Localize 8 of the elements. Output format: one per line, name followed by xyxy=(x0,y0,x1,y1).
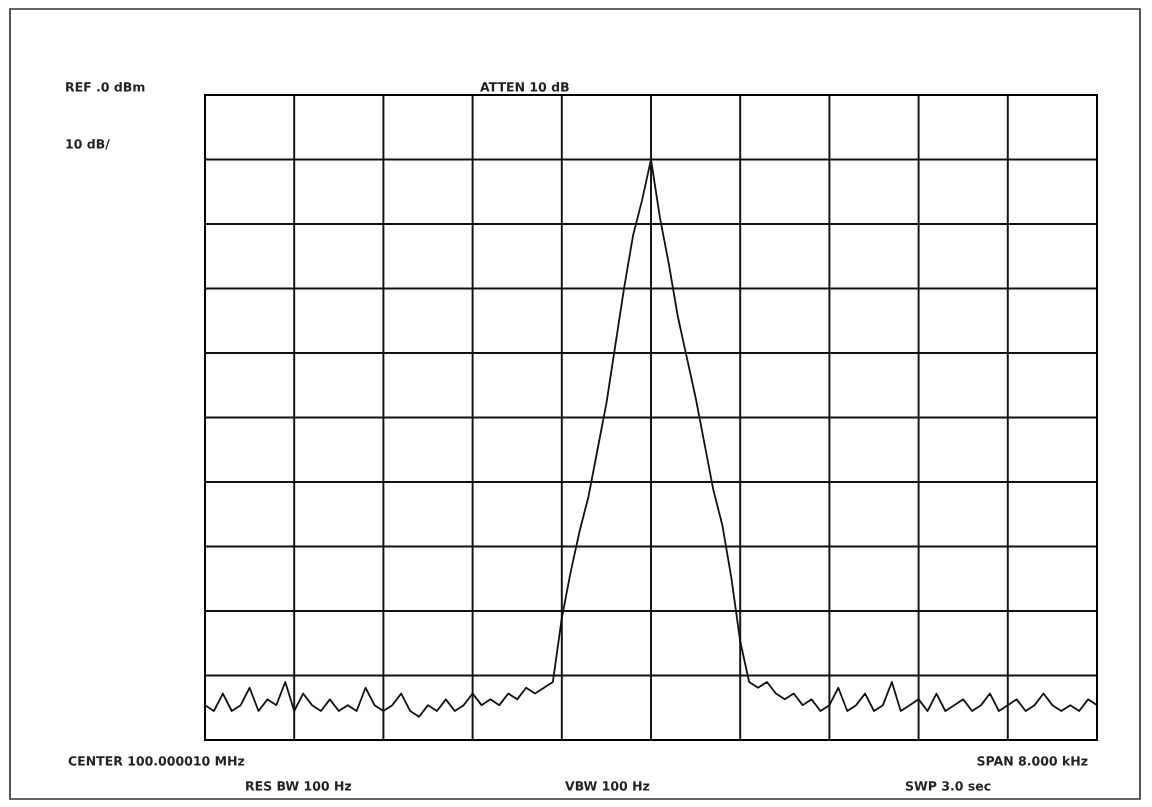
text: SPAN 8.000 kHz xyxy=(977,755,1088,766)
text: 10 dB/ xyxy=(66,138,110,150)
text: REF .0 dBm xyxy=(66,81,145,92)
text: ATTEN 10 dB xyxy=(480,81,569,92)
text: VBW 100 Hz xyxy=(565,781,650,791)
text: CENTER 100.000010 MHz xyxy=(68,756,245,766)
text: RES BW 100 Hz xyxy=(246,781,352,791)
text: SWP 3.0 sec xyxy=(905,781,991,791)
